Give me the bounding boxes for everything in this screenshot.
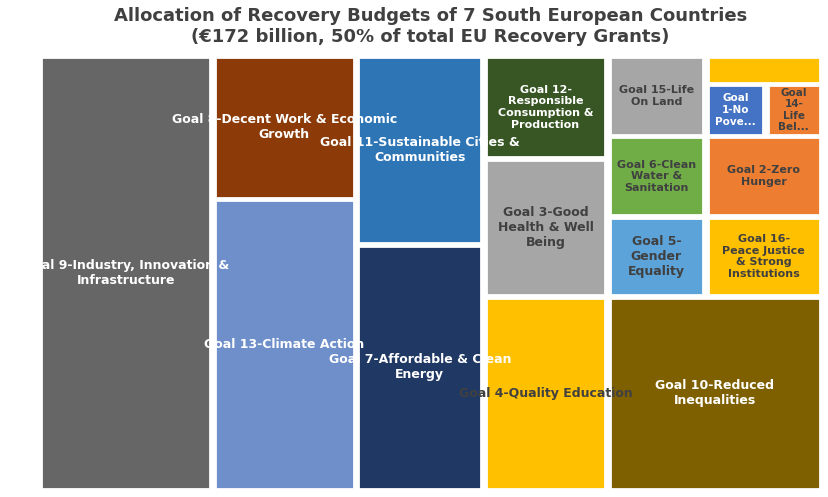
Bar <box>609 298 819 489</box>
Bar <box>358 246 481 489</box>
Bar <box>609 218 702 295</box>
Text: Goal 2-Zero
Hunger: Goal 2-Zero Hunger <box>726 166 799 187</box>
Text: Goal
14-
Life
Bel...: Goal 14- Life Bel... <box>777 87 808 132</box>
Bar <box>767 85 819 135</box>
Bar <box>707 137 819 215</box>
Title: Allocation of Recovery Budgets of 7 South European Countries
(€172 billion, 50% : Allocation of Recovery Budgets of 7 Sout… <box>113 7 746 46</box>
Text: Goal 15-Life
On Land: Goal 15-Life On Land <box>618 85 693 107</box>
Text: Goal 12-
Responsible
Consumption &
Production: Goal 12- Responsible Consumption & Produ… <box>497 84 593 130</box>
Bar <box>485 160 604 295</box>
Bar <box>214 57 354 198</box>
Text: Goal 11-Sustainable Cities &
Communities: Goal 11-Sustainable Cities & Communities <box>320 136 519 164</box>
Bar <box>609 137 702 215</box>
Bar <box>609 57 702 135</box>
Bar <box>485 298 604 489</box>
Text: Goal 10-Reduced
Inequalities: Goal 10-Reduced Inequalities <box>654 379 773 408</box>
Text: Goal 13-Climate Action: Goal 13-Climate Action <box>204 338 364 351</box>
Text: Goal 6-Clean
Water &
Sanitation: Goal 6-Clean Water & Sanitation <box>616 160 696 193</box>
Bar <box>707 218 819 295</box>
Text: Goal 7-Affordable & Clean
Energy: Goal 7-Affordable & Clean Energy <box>328 353 511 381</box>
Bar <box>41 57 210 489</box>
Bar <box>485 57 604 157</box>
Bar <box>707 85 763 135</box>
Text: Goal 4-Quality Education: Goal 4-Quality Education <box>458 387 632 400</box>
Text: Goal 16-
Peace Justice
& Strong
Institutions: Goal 16- Peace Justice & Strong Institut… <box>721 234 804 279</box>
Text: Goal 8-Decent Work & Economic
Growth: Goal 8-Decent Work & Economic Growth <box>171 113 397 141</box>
Text: Goal
1-No
Pove...: Goal 1-No Pove... <box>715 93 755 127</box>
Text: Goal 9-Industry, Innovation &
Infrastructure: Goal 9-Industry, Innovation & Infrastruc… <box>22 259 229 287</box>
Bar <box>214 200 354 489</box>
Text: Goal 3-Good
Health & Well
Being: Goal 3-Good Health & Well Being <box>497 206 593 249</box>
Bar <box>707 57 819 83</box>
Bar <box>358 57 481 244</box>
Text: Goal 5-
Gender
Equality: Goal 5- Gender Equality <box>627 235 684 278</box>
